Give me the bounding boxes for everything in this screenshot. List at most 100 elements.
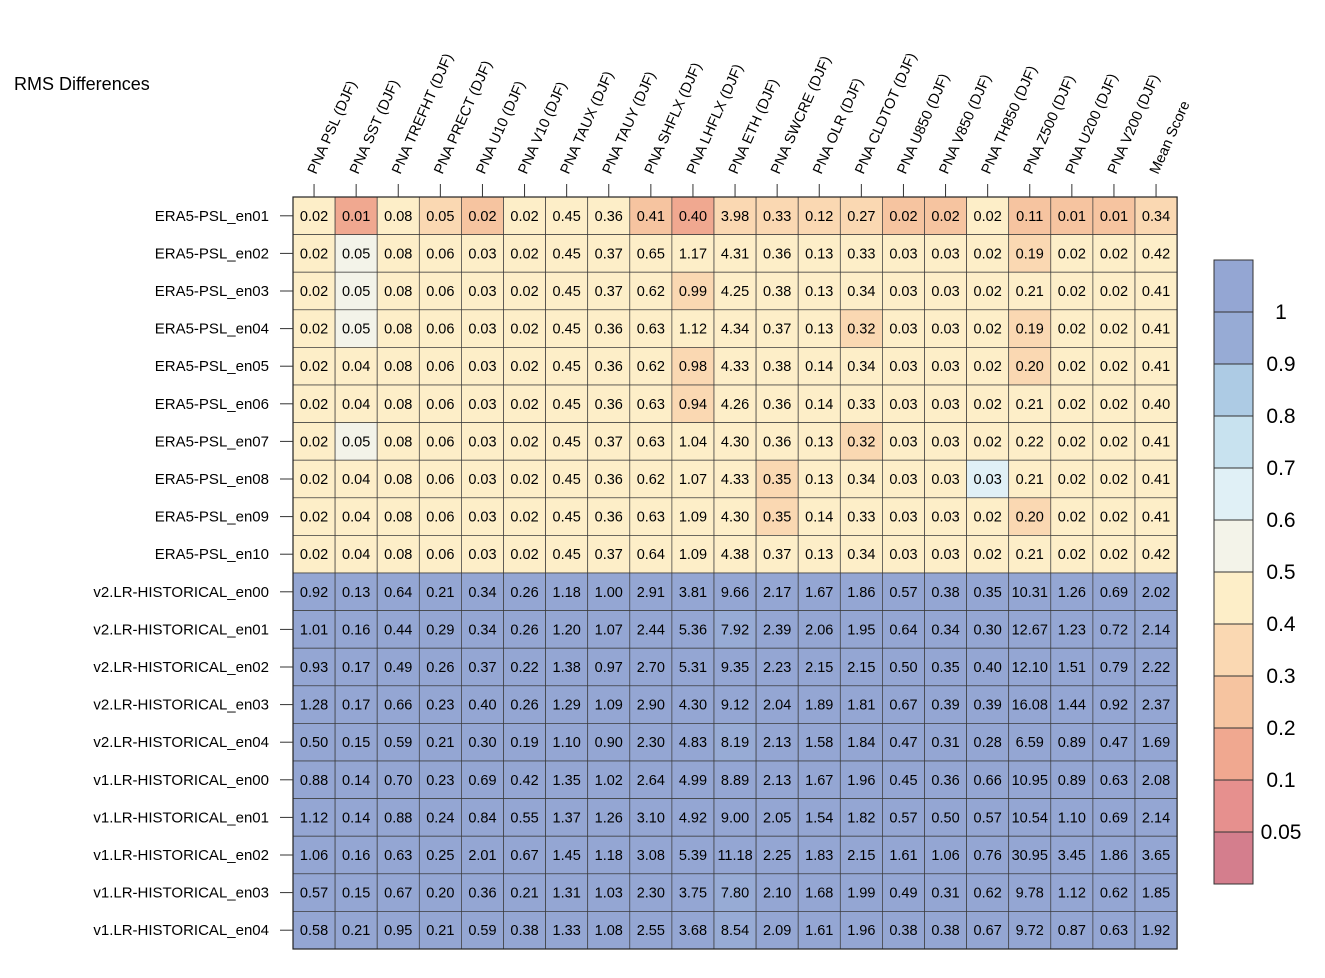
heatmap-cell [1134, 835, 1178, 875]
cell-value: 5.39 [679, 848, 707, 864]
heatmap-cell [755, 422, 799, 461]
cell-value: 0.03 [468, 547, 496, 563]
colorbar-tick-label: 0.9 [1266, 353, 1295, 376]
cell-value: 0.36 [763, 246, 791, 262]
cell-value: 1.86 [1100, 848, 1128, 864]
heatmap-cell [966, 309, 1010, 348]
cell-value: 9.00 [721, 810, 749, 826]
heatmap-cell [671, 873, 715, 912]
cell-value: 0.45 [553, 322, 581, 338]
cell-value: 0.36 [763, 434, 791, 450]
cell-value: 4.25 [721, 284, 749, 300]
cell-value: 0.02 [300, 472, 328, 488]
heatmap-cell [334, 873, 378, 912]
row-label: ERA5-PSL_en05 [155, 358, 269, 375]
heatmap-cell [797, 422, 841, 461]
heatmap-cell [839, 196, 883, 235]
colorbar-tick-label: 0.8 [1266, 405, 1295, 428]
heatmap-cell [882, 234, 925, 273]
cell-value: 0.62 [637, 472, 665, 488]
heatmap-cell [1050, 572, 1094, 611]
cell-value: 0.06 [426, 547, 454, 563]
cell-value: 0.03 [931, 434, 959, 450]
cell-value: 0.64 [384, 585, 412, 601]
cell-value: 1.28 [300, 698, 328, 714]
colorbar-tick-label: 0.2 [1266, 717, 1295, 740]
cell-value: 0.02 [974, 434, 1002, 450]
heatmap-cell [334, 647, 378, 687]
colorbar-segment [1214, 728, 1253, 780]
heatmap-cell [503, 610, 546, 649]
cell-value: 0.89 [1058, 773, 1086, 789]
cell-value: 0.01 [1058, 209, 1086, 225]
heatmap-cell [713, 347, 757, 386]
heatmap-cell [924, 873, 967, 912]
cell-value: 0.28 [974, 735, 1002, 751]
cell-value: 0.34 [468, 585, 496, 601]
column-label: Mean Score [1147, 99, 1193, 177]
cell-value: 3.08 [637, 848, 665, 864]
heatmap-cell [1092, 422, 1136, 461]
cell-value: 2.70 [637, 660, 665, 676]
heatmap-cell [587, 873, 631, 912]
heatmap-cell [1050, 271, 1094, 311]
cell-value: 0.03 [889, 284, 917, 300]
cell-value: 0.06 [426, 359, 454, 375]
heatmap-cell [418, 497, 462, 536]
cell-value: 0.41 [1142, 510, 1170, 526]
heatmap-cell [1092, 835, 1136, 875]
cell-value: 0.27 [847, 209, 875, 225]
heatmap-cell [755, 271, 799, 311]
cell-value: 0.79 [1100, 660, 1128, 676]
heatmap-cell [1134, 723, 1178, 762]
cell-value: 0.45 [553, 434, 581, 450]
heatmap-cell [1092, 234, 1136, 273]
cell-value: 2.13 [763, 773, 791, 789]
cell-value: 0.03 [931, 510, 959, 526]
cell-value: 0.63 [637, 510, 665, 526]
heatmap-cell [755, 234, 799, 273]
row-label: ERA5-PSL_en07 [155, 433, 269, 450]
cell-value: 1.10 [553, 735, 581, 751]
heatmap-cell [924, 760, 967, 799]
cell-value: 0.08 [384, 472, 412, 488]
heatmap-cell [629, 196, 673, 235]
heatmap-cell [671, 647, 715, 687]
cell-value: 0.02 [300, 359, 328, 375]
heatmap-cell [671, 234, 715, 273]
cell-value: 2.15 [847, 848, 875, 864]
heatmap-cell [1134, 873, 1178, 912]
heatmap-cell [545, 723, 589, 762]
heatmap-cell [503, 384, 546, 423]
heatmap-cell [1134, 911, 1178, 950]
cell-value: 0.02 [510, 359, 538, 375]
heatmap-cell [292, 911, 336, 950]
cell-value: 0.21 [342, 923, 370, 939]
cell-value: 0.13 [342, 585, 370, 601]
heatmap-cell [503, 234, 546, 273]
cell-value: 0.08 [384, 359, 412, 375]
heatmap-cell [713, 911, 757, 950]
cell-value: 2.64 [637, 773, 665, 789]
cell-value: 1.33 [553, 923, 581, 939]
cell-value: 2.02 [1142, 585, 1170, 601]
cell-value: 0.02 [510, 472, 538, 488]
cell-value: 1.54 [805, 810, 833, 826]
cell-value: 1.84 [847, 735, 875, 751]
cell-value: 2.44 [637, 622, 665, 638]
cell-value: 0.84 [468, 810, 496, 826]
heatmap-cell [587, 422, 631, 461]
heatmap-cell [461, 572, 504, 611]
cell-value: 10.31 [1012, 585, 1048, 601]
cell-value: 0.36 [595, 209, 623, 225]
cell-value: 0.35 [974, 585, 1002, 601]
heatmap-cell [292, 535, 336, 574]
cell-value: 0.37 [595, 284, 623, 300]
cell-value: 0.45 [553, 547, 581, 563]
heatmap-cell [334, 271, 378, 311]
heatmap-cell [1050, 798, 1094, 837]
cell-value: 4.33 [721, 472, 749, 488]
heatmap-cell [1134, 422, 1178, 461]
cell-value: 0.02 [1058, 472, 1086, 488]
